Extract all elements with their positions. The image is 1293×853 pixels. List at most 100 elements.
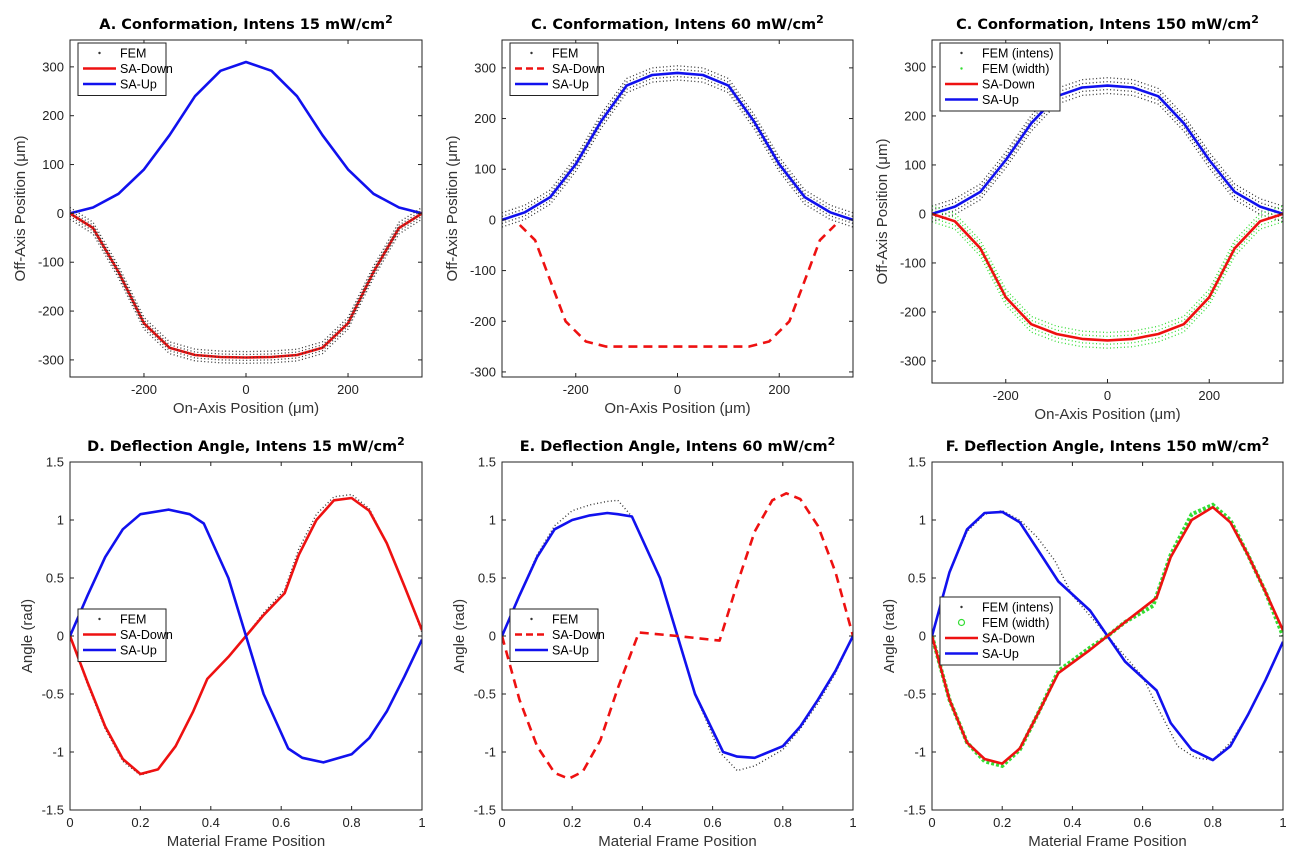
x-tick-label: 0.8 [774,815,792,830]
legend-label: SA-Down [120,62,173,76]
y-axis-label: Off-Axis Position (μm) [874,139,891,285]
x-axis-label: On-Axis Position (μm) [1034,406,1180,423]
x-tick-label: 200 [337,382,359,397]
x-tick-label: -200 [993,388,1019,403]
series-fem-line [70,206,422,353]
legend-label: SA-Up [552,78,589,92]
series-layer [932,502,1283,769]
x-tick-label: 1 [849,815,856,830]
y-tick-label: 0 [489,212,496,227]
y-tick-label: 300 [904,59,926,74]
y-tick-label: -1 [484,745,496,760]
panel-E: E. Deflection Angle, Intens 60 mW/cm2 0 0.… [451,435,857,850]
legend-label: SA-Up [982,647,1019,661]
y-tick-label: 1.5 [478,455,496,470]
x-tick-label: 0.6 [1134,815,1152,830]
series-fem-line [70,212,422,359]
legend-label: SA-Down [120,628,173,642]
legend-marker [530,617,533,621]
legend-label: FEM [552,613,578,627]
y-tick-label: 0 [919,206,926,221]
y-tick-label: -1 [914,745,926,760]
y-tick-label: -0.5 [42,687,64,702]
legend-box [509,608,599,662]
x-tick-label: 0 [928,815,935,830]
y-tick-label: 1 [919,513,926,528]
panel-C1: C. Conformation, Intens 60 mW/cm2 -200 0 20… [444,13,854,417]
x-tick-label: 0.4 [202,815,220,830]
y-tick-label: 0.5 [908,571,926,586]
y-tick-label: -100 [900,255,926,270]
x-tick-label: 0 [674,382,681,397]
series-fem-line [70,209,422,356]
panel-F: F. Deflection Angle, Intens 150 mW/cm2 0 0… [881,435,1287,850]
x-tick-label: 0 [242,382,249,397]
legend-label: FEM (width) [982,62,1049,76]
series-fem-line [70,218,422,364]
y-tick-label: 200 [904,108,926,123]
x-tick-label: 0.8 [1204,815,1222,830]
x-tick-label: 0.2 [131,815,149,830]
x-tick-label: 0.2 [563,815,581,830]
y-axis-label: Angle (rad) [19,599,36,673]
y-tick-label: 1.5 [46,455,64,470]
x-tick-label: 1 [1279,815,1286,830]
series-sa-up-line [932,84,1283,216]
y-tick-label: -100 [38,255,64,270]
series-fem-intens--line [932,92,1283,223]
series-fem-line [70,215,422,362]
x-axis-label: On-Axis Position (μm) [173,400,319,417]
y-tick-label: 0.5 [46,571,64,586]
y-tick-label: -300 [470,364,496,379]
legend-marker [98,51,101,55]
y-tick-label: 1 [489,513,496,528]
legend-label: SA-Up [552,644,589,658]
y-tick-label: -1.5 [474,803,496,818]
panel-C2: C. Conformation, Intens 150 mW/cm2 -200 0 2… [874,13,1284,423]
legend-marker [98,617,101,621]
x-tick-label: 0.2 [993,815,1011,830]
legend-marker [960,67,963,70]
x-tick-label: 0.6 [704,815,722,830]
chart-title: D. Deflection Angle, Intens 15 mW/cm2 [87,435,405,455]
y-tick-label: -0.5 [474,687,496,702]
series-fem-line [502,75,853,225]
series-fem-line [502,79,853,228]
y-tick-label: -200 [38,304,64,319]
x-tick-label: 0 [498,815,505,830]
legend-marker [530,51,533,55]
y-tick-label: 100 [42,157,64,172]
x-tick-label: -200 [131,382,157,397]
x-axis-label: On-Axis Position (μm) [604,400,750,417]
x-tick-label: 0 [66,815,73,830]
y-tick-label: 100 [474,162,496,177]
legend-marker [960,605,963,609]
legend-label: FEM (intens) [982,47,1054,61]
y-tick-label: 0 [57,206,64,221]
series-fem-width--line [932,217,1283,345]
y-tick-label: 0 [919,629,926,644]
chart-title: F. Deflection Angle, Intens 150 mW/cm2 [946,435,1269,455]
legend-label: FEM [120,613,146,627]
y-axis-label: Off-Axis Position (μm) [12,136,29,282]
x-tick-label: -200 [563,382,589,397]
x-axis-label: Material Frame Position [598,833,756,850]
series-sa-down-line [932,212,1283,342]
series-layer [502,492,853,780]
legend-marker [957,618,966,627]
y-tick-label: -1 [52,745,64,760]
y-tick-label: -200 [900,304,926,319]
legend-label: FEM [552,47,578,61]
series-fem-width--line [932,221,1283,349]
series-sa-down-line [932,505,1283,765]
panel-D: D. Deflection Angle, Intens 15 mW/cm2 0 0.… [19,435,426,850]
series-layer [932,77,1283,349]
legend-label: FEM [120,47,146,61]
y-tick-label: -300 [900,353,926,368]
series-sa-up-line [70,508,422,764]
series-sa-down-line [502,492,853,780]
y-tick-label: -1.5 [42,803,64,818]
